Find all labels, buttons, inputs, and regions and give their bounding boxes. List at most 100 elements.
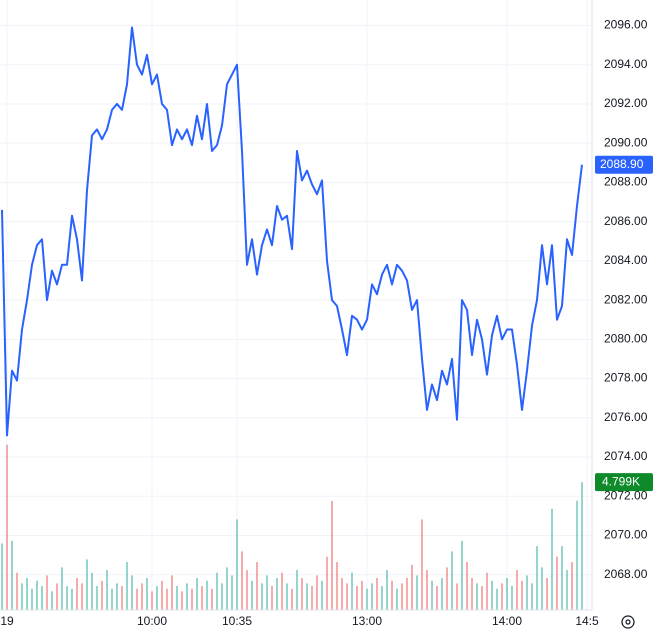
- volume-bar: [386, 570, 388, 610]
- volume-bar: [91, 572, 93, 610]
- y-tick-label: 2076.00: [604, 410, 648, 424]
- volume-bar: [271, 586, 273, 610]
- volume-bar: [251, 580, 253, 610]
- y-tick-label: 2080.00: [604, 331, 648, 345]
- volume-bar: [426, 570, 428, 610]
- y-tick-label: 2068.00: [604, 567, 648, 581]
- y-tick-label: 2070.00: [604, 528, 648, 542]
- volume-bar: [61, 567, 63, 610]
- volume-bar: [546, 578, 548, 610]
- settings-core[interactable]: [625, 619, 631, 625]
- volume-bar: [146, 578, 148, 610]
- y-tick-label: 2074.00: [604, 449, 648, 463]
- volume-bar: [566, 570, 568, 610]
- volume-bar: [341, 578, 343, 610]
- volume-bar: [216, 572, 218, 610]
- volume-bar: [166, 588, 168, 610]
- volume-bar: [581, 482, 583, 610]
- volume-bar: [486, 572, 488, 610]
- y-tick-label: 2094.00: [604, 57, 648, 71]
- volume-bar: [306, 583, 308, 610]
- volume-bar: [96, 586, 98, 610]
- last-price-badge: [595, 155, 653, 174]
- volume-bar: [351, 572, 353, 610]
- volume-bar: [411, 564, 413, 610]
- volume-bar: [501, 583, 503, 610]
- volume-bar: [161, 580, 163, 610]
- volume-bar: [181, 591, 183, 610]
- volume-bar: [506, 578, 508, 610]
- volume-bar: [496, 588, 498, 610]
- volume-bar: [576, 500, 578, 610]
- volume-bar: [266, 575, 268, 610]
- y-tick-label: 2096.00: [604, 18, 648, 32]
- volume-bar: [556, 556, 558, 610]
- last-volume-badge: [595, 473, 653, 492]
- volume-bar: [466, 562, 468, 610]
- last-volume-label: 4.799K: [602, 474, 640, 488]
- volume-bar: [281, 572, 283, 610]
- volume-bar: [231, 575, 233, 610]
- price-line: [1, 26, 583, 437]
- volume-bar: [126, 562, 128, 610]
- volume-bar: [226, 567, 228, 610]
- y-tick-label: 2072.00: [604, 488, 648, 502]
- volume-bar: [551, 508, 553, 610]
- volume-bar: [236, 519, 238, 610]
- axis-layer: 2068.00 2070.00 2072.00 2074.00 2076.00 2078.…: [0, 18, 653, 628]
- volume-bar: [21, 583, 23, 610]
- volume-bar: [121, 586, 123, 610]
- volume-bar: [461, 540, 463, 610]
- volume-bar: [206, 580, 208, 610]
- x-tick-label: 19: [0, 614, 14, 628]
- volume-bar: [51, 591, 53, 610]
- line-layer: [1, 26, 583, 437]
- volume-bar: [446, 567, 448, 610]
- y-tick-label: 2084.00: [604, 253, 648, 267]
- price-axis-panel: [592, 0, 657, 633]
- volume-bar: [436, 586, 438, 610]
- volume-bar: [276, 578, 278, 610]
- volume-bar: [331, 500, 333, 610]
- settings-icon[interactable]: [621, 615, 635, 629]
- volume-bar: [396, 588, 398, 610]
- volume-bar: [516, 570, 518, 610]
- volume-bar: [6, 444, 8, 610]
- volume-bar: [86, 559, 88, 610]
- volume-bar: [141, 583, 143, 610]
- volume-bar: [421, 519, 423, 610]
- volume-bar: [491, 580, 493, 610]
- volume-bar: [186, 583, 188, 610]
- volume-bar: [326, 556, 328, 610]
- x-tick-label: 10:00: [137, 614, 167, 628]
- volume-bar: [301, 578, 303, 610]
- volume-bar: [321, 580, 323, 610]
- volume-bar: [41, 586, 43, 610]
- volume-bar: [31, 588, 33, 610]
- volume-bar: [471, 578, 473, 610]
- y-tick-label: 2092.00: [604, 96, 648, 110]
- volume-bar: [11, 540, 13, 610]
- volume-bar: [256, 562, 258, 610]
- volume-bar: [521, 580, 523, 610]
- volume-bar: [76, 578, 78, 610]
- volume-bar: [541, 567, 543, 610]
- volume-bar: [531, 583, 533, 610]
- volume-bar: [311, 586, 313, 610]
- volume-bar: [191, 588, 193, 610]
- settings-ring[interactable]: [621, 615, 635, 629]
- y-tick-label: 2082.00: [604, 292, 648, 306]
- volume-bar: [391, 580, 393, 610]
- volume-bar: [241, 551, 243, 610]
- volume-bar: [316, 575, 318, 610]
- volume-bar: [476, 583, 478, 610]
- y-tick-label: 2090.00: [604, 135, 648, 149]
- volume-bar: [221, 583, 223, 610]
- volume-bar: [151, 591, 153, 610]
- volume-bar: [441, 578, 443, 610]
- volume-bar: [511, 586, 513, 610]
- volume-bar: [286, 583, 288, 610]
- volume-bar: [66, 586, 68, 610]
